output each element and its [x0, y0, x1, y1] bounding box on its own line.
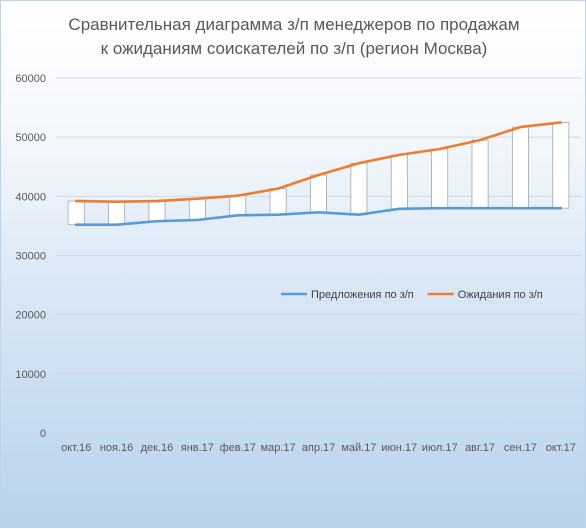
- legend: Предложения по з/п Ожидания по з/п: [281, 289, 543, 301]
- series-line-1: [74, 206, 563, 226]
- up-down-bar: [350, 162, 368, 216]
- y-tick-label: 40000: [15, 191, 46, 203]
- up-down-bar: [229, 195, 247, 216]
- gridlines: [56, 77, 581, 434]
- x-tick-label: сен.17: [504, 442, 537, 454]
- y-tick-label: 20000: [15, 310, 46, 322]
- up-down-bars: [67, 121, 570, 226]
- y-tick-label: 50000: [15, 132, 46, 144]
- x-tick-label: фев.17: [220, 442, 256, 454]
- series-lines: [74, 121, 563, 226]
- x-tick-label: авг.17: [465, 442, 495, 454]
- chart-title-line-2: к ожиданиям соискателей по з/п (регион М…: [100, 39, 488, 58]
- chart-title: Сравнительная диаграмма з/п менеджеров п…: [1, 13, 586, 61]
- x-tick-label: ноя.16: [100, 442, 133, 454]
- up-down-bar: [431, 148, 449, 209]
- x-tick-label: окт.17: [546, 442, 576, 454]
- up-down-bar: [269, 188, 287, 216]
- y-axis-ticks: 0 10000 20000 30000 40000 50000 60000: [15, 73, 46, 440]
- x-tick-label: дек.16: [141, 442, 174, 454]
- up-down-bar: [390, 154, 408, 210]
- x-tick-label: окт.16: [61, 442, 91, 454]
- up-down-bar: [67, 200, 85, 226]
- up-down-bar: [108, 201, 126, 226]
- up-down-bar: [552, 121, 570, 209]
- y-tick-label: 30000: [15, 251, 46, 263]
- x-tick-label: май.17: [341, 442, 376, 454]
- up-down-bar: [148, 200, 166, 222]
- x-axis-ticks: окт.16 ноя.16 дек.16 янв.17 фев.17 мар.17 апр.…: [61, 442, 576, 454]
- x-tick-label: янв.17: [181, 442, 214, 454]
- x-tick-label: мар.17: [261, 442, 296, 454]
- series-line-2: [74, 121, 563, 203]
- y-tick-label: 60000: [15, 73, 46, 85]
- y-tick-label: 0: [40, 428, 46, 440]
- up-down-bar: [310, 174, 327, 213]
- up-down-bar: [511, 126, 529, 209]
- legend-label-1: Предложения по з/п: [311, 289, 414, 301]
- x-tick-label: апр.17: [302, 442, 335, 454]
- up-down-bar: [471, 139, 489, 209]
- y-tick-label: 10000: [15, 369, 46, 381]
- x-tick-label: июл.17: [422, 442, 458, 454]
- up-down-bar: [188, 198, 206, 221]
- legend-label-2: Ожидания по з/п: [458, 289, 543, 301]
- chart-title-line-1: Сравнительная диаграмма з/п менеджеров п…: [68, 15, 520, 34]
- x-tick-label: июн.17: [381, 442, 417, 454]
